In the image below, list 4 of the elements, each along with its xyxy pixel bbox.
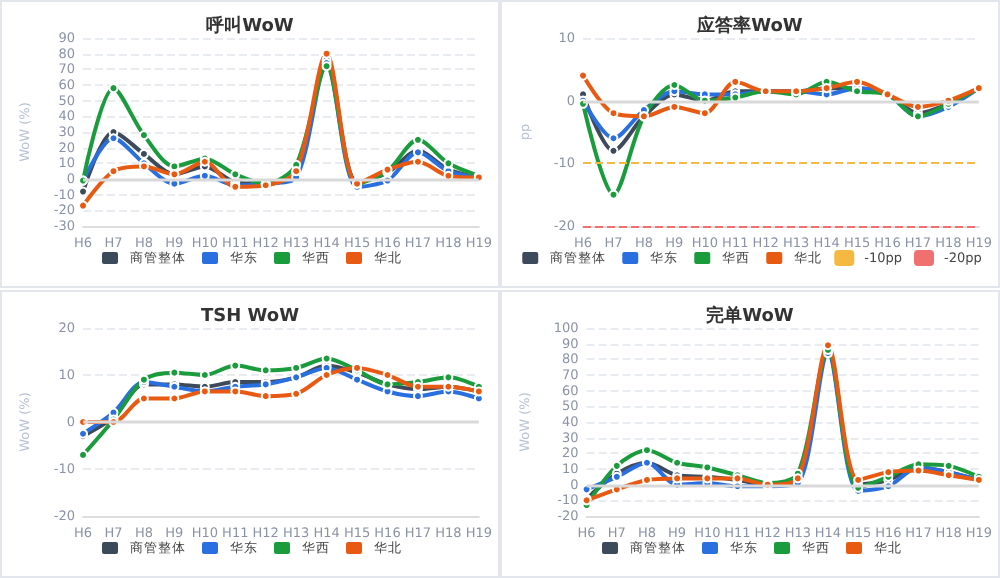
chart-title: 完单WoW (706, 305, 794, 327)
chart-title: 应答率WoW (695, 15, 803, 37)
chart-title: 呼叫WoW (206, 15, 294, 37)
chart-title: TSH WoW (200, 307, 300, 327)
